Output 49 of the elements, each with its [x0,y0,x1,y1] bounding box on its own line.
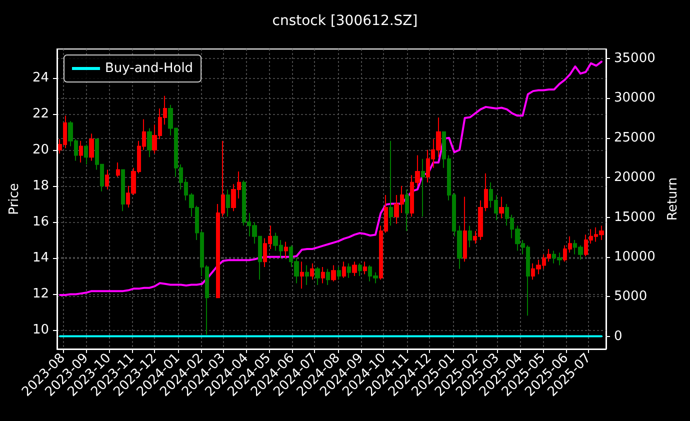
candlestick [463,196,467,262]
candlestick [326,268,330,286]
y-tick-label: 14 [32,250,49,266]
y-tick-label: 20 [32,142,49,158]
candlestick [331,264,336,282]
candlestick [421,158,425,218]
candlestick [116,162,120,178]
candlestick [321,266,325,284]
candlestick [121,169,125,212]
line-series [59,60,602,296]
y-tick-label: 18 [32,178,49,194]
candlestick [468,225,472,248]
chart-title: cnstock [300612.SZ] [272,13,418,29]
candlestick [226,189,230,218]
y2-tick-label: 35000 [614,51,656,66]
candlestick [352,261,357,277]
y-axis-title: Price [7,183,22,215]
y-tick-label: 16 [32,214,49,230]
candlestick [284,241,288,259]
candlestick [405,189,409,232]
candlestick [305,264,309,286]
candlestick [79,140,83,164]
legend-label: Buy-and-Hold [105,61,194,76]
candlestick [499,196,504,219]
candlestick [310,262,314,280]
candlestick [363,261,367,275]
y2-tick-label: 30000 [614,90,656,106]
y-tick-label: 12 [32,286,49,302]
y-tick-label: 24 [32,70,49,86]
candlestick [147,128,152,158]
y2-tick-label: 25000 [614,130,656,146]
candlestick [389,140,393,226]
y2-tick-label: 5000 [614,289,648,304]
y2-tick-label: 0 [614,328,622,344]
y2-axis-title: Return [665,177,680,221]
y2-tick-label: 10000 [614,249,656,264]
y2-tick-label: 15000 [614,210,656,225]
candlestick [337,266,341,280]
candlestick [315,266,320,286]
y2-tick-label: 20000 [614,170,656,186]
candlestick [89,133,94,162]
candlestick [342,261,346,278]
candlestick [84,144,88,165]
y-tick-label: 10 [32,322,49,338]
candlestick [358,262,362,277]
candlestick [105,169,109,190]
y-tick-label: 22 [32,106,49,122]
candlestick [347,262,351,278]
candlestick [300,261,304,290]
